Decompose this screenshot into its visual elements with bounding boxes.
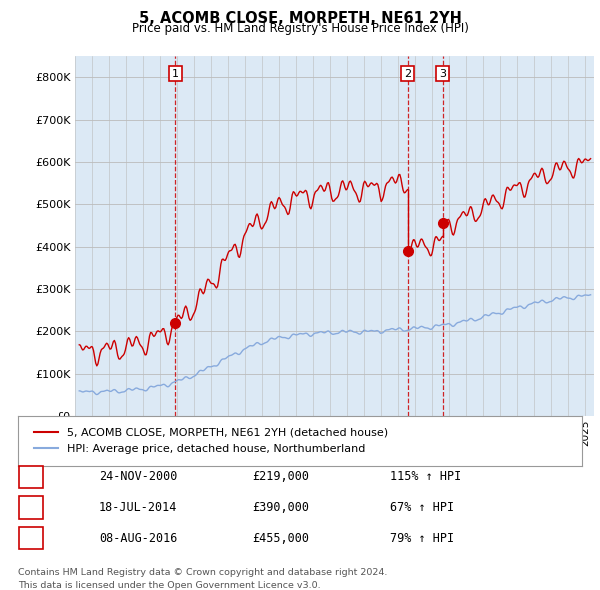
Text: Price paid vs. HM Land Registry's House Price Index (HPI): Price paid vs. HM Land Registry's House … (131, 22, 469, 35)
Text: 115% ↑ HPI: 115% ↑ HPI (390, 470, 461, 483)
Text: £390,000: £390,000 (252, 501, 309, 514)
Text: Contains HM Land Registry data © Crown copyright and database right 2024.: Contains HM Land Registry data © Crown c… (18, 568, 388, 576)
Text: 67% ↑ HPI: 67% ↑ HPI (390, 501, 454, 514)
Text: 2: 2 (404, 68, 411, 78)
Text: 24-NOV-2000: 24-NOV-2000 (99, 470, 178, 483)
Text: 79% ↑ HPI: 79% ↑ HPI (390, 532, 454, 545)
Text: 3: 3 (439, 68, 446, 78)
Legend: 5, ACOMB CLOSE, MORPETH, NE61 2YH (detached house), HPI: Average price, detached: 5, ACOMB CLOSE, MORPETH, NE61 2YH (detac… (29, 424, 392, 458)
Text: 1: 1 (27, 470, 34, 483)
Text: 3: 3 (27, 532, 34, 545)
Text: 18-JUL-2014: 18-JUL-2014 (99, 501, 178, 514)
Text: This data is licensed under the Open Government Licence v3.0.: This data is licensed under the Open Gov… (18, 581, 320, 589)
Text: 08-AUG-2016: 08-AUG-2016 (99, 532, 178, 545)
Text: £219,000: £219,000 (252, 470, 309, 483)
Text: 5, ACOMB CLOSE, MORPETH, NE61 2YH: 5, ACOMB CLOSE, MORPETH, NE61 2YH (139, 11, 461, 25)
Text: 2: 2 (27, 501, 34, 514)
Text: £455,000: £455,000 (252, 532, 309, 545)
Text: 1: 1 (172, 68, 179, 78)
